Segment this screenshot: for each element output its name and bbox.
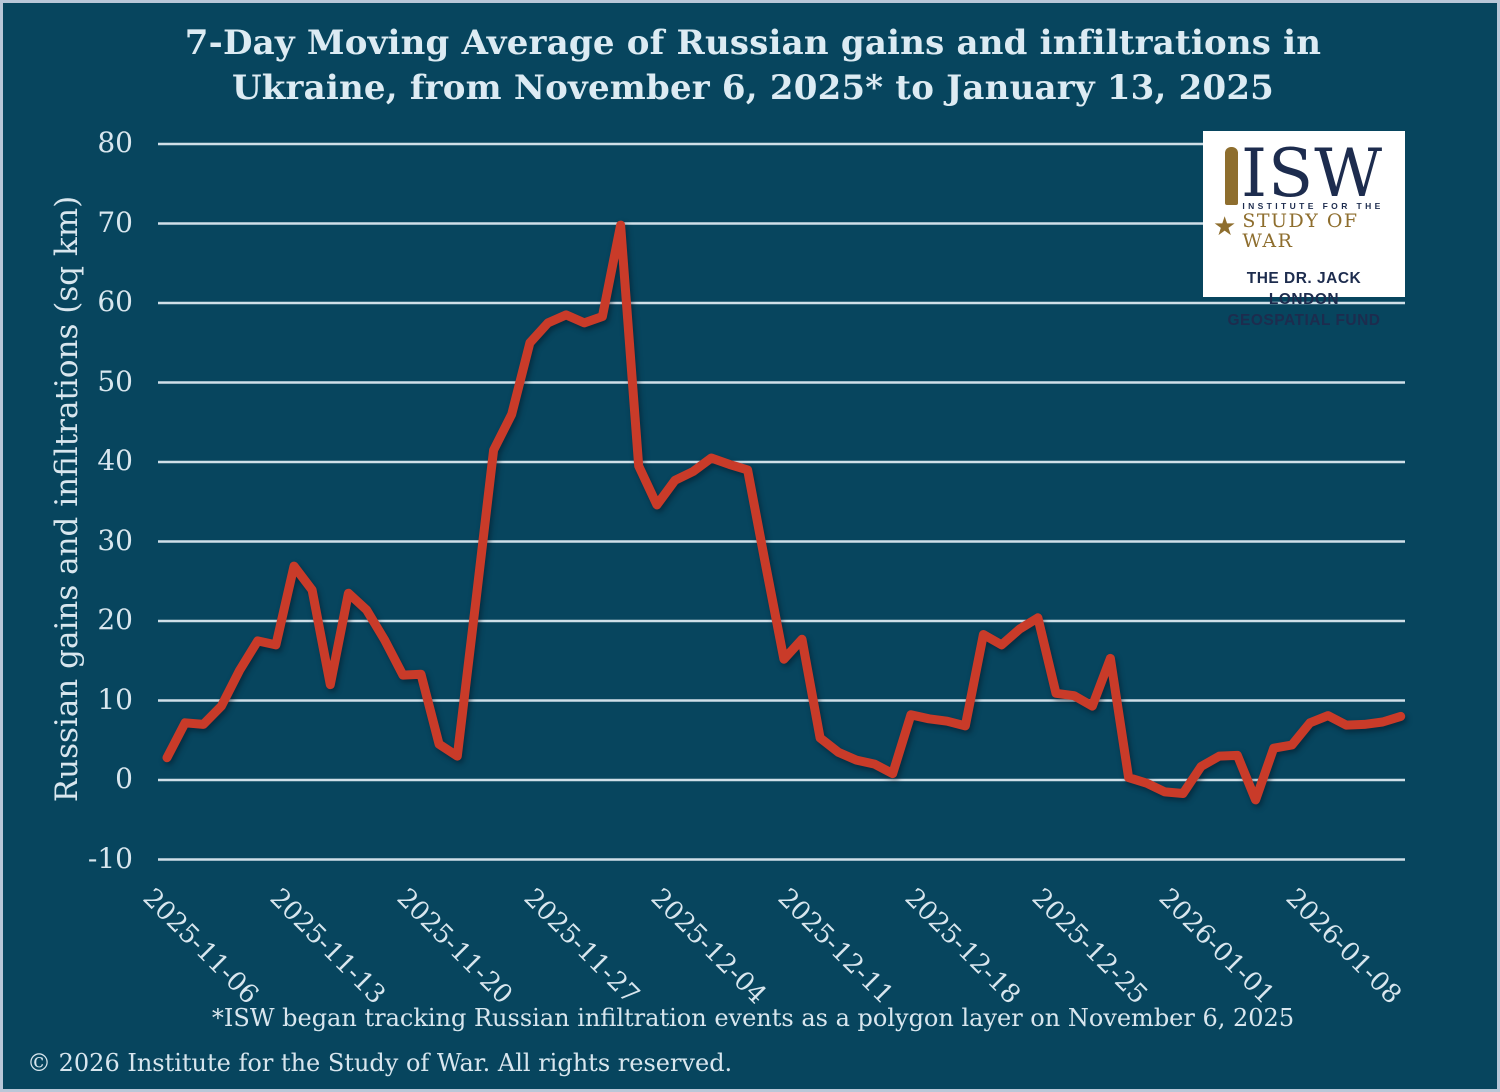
isw-acronym: ISW: [1240, 135, 1384, 212]
data-series-line: [162, 220, 1406, 805]
institute-for-the-label: INSTITUTE FOR THE: [1242, 201, 1384, 211]
copyright: © 2026 Institute for the Study of War. A…: [27, 1049, 733, 1077]
fund-line1: THE DR. JACK LONDON: [1246, 270, 1362, 308]
y-tick-label--10: -10: [87, 841, 133, 875]
chart-title-line1: 7-Day Moving Average of Russian gains an…: [184, 23, 1322, 63]
y-tick-label-70: 70: [97, 205, 133, 239]
isw-logo: ISW ★ INSTITUTE FOR THE STUDY OF WAR THE…: [1203, 131, 1405, 329]
line-plot-canvas: [158, 142, 1406, 861]
y-tick-label-10: 10: [97, 682, 133, 716]
y-tick-label-60: 60: [97, 285, 133, 318]
y-tick-label-30: 30: [97, 523, 133, 557]
y-tick-label-40: 40: [97, 444, 133, 477]
isw-institute-block: ★ INSTITUTE FOR THE STUDY OF WAR: [1213, 201, 1395, 251]
y-tick-label-80: 80: [97, 126, 133, 159]
isw-monument-icon: [1224, 147, 1238, 205]
footnote: *ISW began tracking Russian infiltration…: [211, 1004, 1295, 1032]
y-tick-label-50: 50: [97, 364, 133, 398]
star-icon: ★: [1213, 211, 1237, 241]
y-tick-label-0: 0: [115, 762, 133, 795]
geospatial-fund-label: THE DR. JACK LONDON GEOSPATIAL FUND: [1213, 268, 1395, 331]
study-of-war-label: STUDY OF WAR: [1242, 210, 1359, 252]
fund-line2: GEOSPATIAL FUND: [1227, 312, 1381, 329]
chart-title: 7-Day Moving Average of Russian gains an…: [3, 21, 1497, 111]
chart-title-line2: Ukraine, from November 6, 2025* to Janua…: [231, 67, 1275, 108]
isw-logo-mark: ISW: [1224, 135, 1384, 212]
y-tick-label-20: 20: [97, 603, 133, 636]
